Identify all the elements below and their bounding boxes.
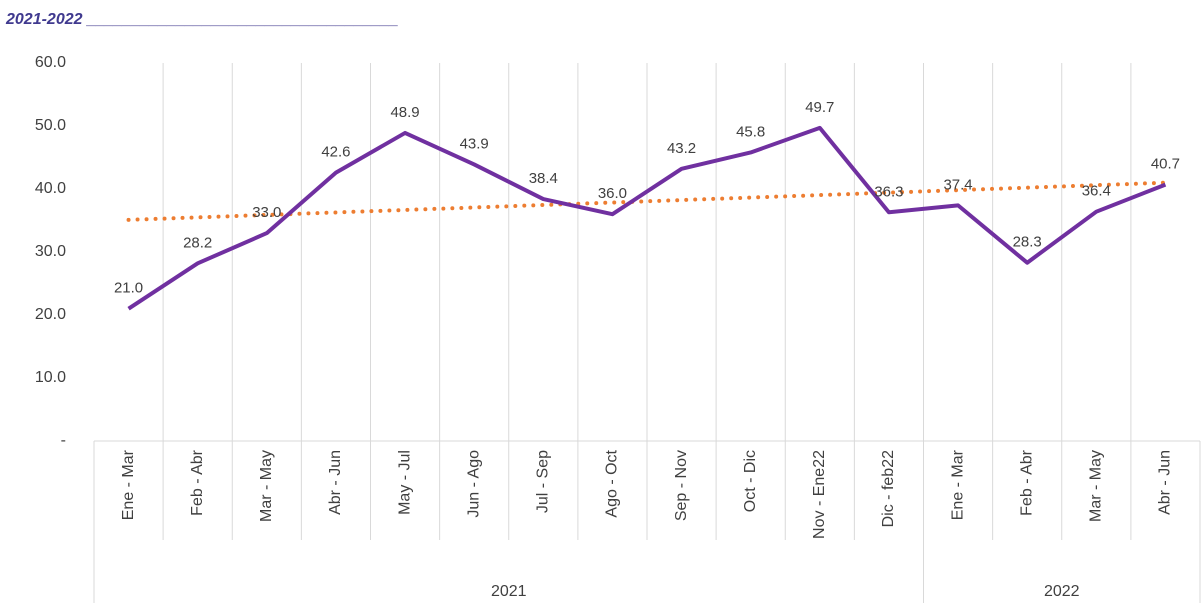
value-label: 36.0 (598, 185, 627, 202)
y-tick-label: 10.0 (35, 369, 66, 386)
y-tick-label: 50.0 (35, 117, 66, 134)
value-label: 42.6 (321, 144, 350, 161)
x-tick-label: Jun - Ago (465, 450, 482, 518)
x-tick-label: Oct - Dic (742, 450, 759, 512)
y-tick-label: 20.0 (35, 306, 66, 323)
chart-title: 2021-2022 ______________________________… (5, 11, 399, 28)
value-label: 28.2 (183, 234, 212, 251)
x-tick-label: Dic - feb22 (880, 450, 897, 527)
value-label: 40.7 (1151, 156, 1180, 173)
value-label: 37.4 (943, 176, 972, 193)
value-label: 21.0 (114, 280, 143, 297)
x-tick-label: Mar - May (258, 450, 275, 522)
value-label: 43.9 (460, 135, 489, 152)
x-tick-label: Feb - Abr (189, 449, 206, 515)
y-tick-label: - (61, 432, 66, 449)
y-tick-label: 60.0 (35, 54, 66, 71)
group-label: 2022 (1044, 583, 1080, 600)
value-label: 43.2 (667, 140, 696, 157)
y-tick-label: 40.0 (35, 180, 66, 197)
x-tick-label: Sep - Nov (673, 450, 690, 521)
x-tick-label: Ago - Oct (604, 449, 621, 517)
group-label: 2021 (491, 583, 527, 600)
value-label: 36.4 (1082, 183, 1111, 200)
x-tick-label: Feb - Abr (1018, 449, 1035, 515)
value-label: 38.4 (529, 170, 558, 187)
value-label: 48.9 (390, 104, 419, 121)
x-tick-label: Nov - Ene22 (811, 450, 828, 539)
data-line (127, 125, 1167, 311)
trendline (126, 180, 1168, 222)
value-label: 45.8 (736, 123, 765, 140)
x-tick-label: Ene - Mar (949, 449, 966, 520)
x-tick-label: Abr - Jun (327, 450, 344, 515)
value-label: 36.3 (874, 183, 903, 200)
x-tick-label: Ene - Mar (120, 449, 137, 520)
value-label: 33.0 (252, 204, 281, 221)
x-tick-label: May - Jul (396, 450, 413, 515)
value-label: 49.7 (805, 99, 834, 116)
x-tick-label: Mar - May (1088, 450, 1105, 522)
x-tick-label: Abr - Jun (1157, 450, 1174, 515)
value-label: 28.3 (1013, 234, 1042, 251)
y-tick-label: 30.0 (35, 243, 66, 260)
x-tick-label: Jul - Sep (535, 450, 552, 513)
